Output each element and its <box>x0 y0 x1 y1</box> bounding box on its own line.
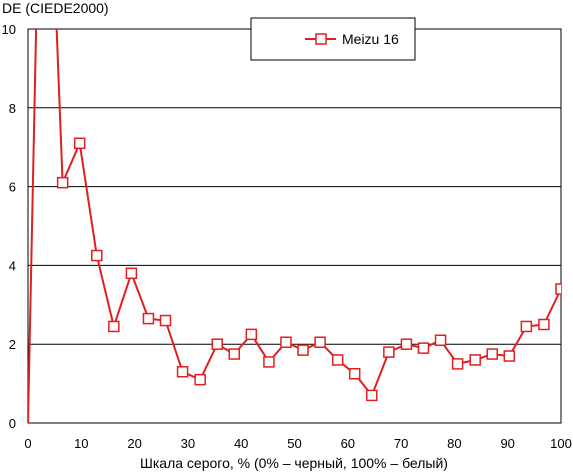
data-point-32 <box>538 318 550 331</box>
data-point-19 <box>314 336 326 348</box>
data-point-33 <box>555 283 561 295</box>
data-point-31 <box>520 320 533 333</box>
data-point-9 <box>142 312 155 325</box>
x-tick-label-9: 90 <box>500 436 514 451</box>
y-axis-ticks: 0 2 4 6 8 10 <box>2 22 16 431</box>
legend-label: Meizu 16 <box>342 31 399 47</box>
grid <box>28 107 561 345</box>
data-point-30 <box>503 350 516 362</box>
data-point-10 <box>159 314 172 327</box>
data-point-24 <box>400 338 413 350</box>
series-layer <box>28 29 561 423</box>
y-axis-label: DE (CIEDE2000) <box>2 0 109 16</box>
series-line-0 <box>28 29 561 423</box>
y-tick-label-4: 8 <box>9 101 16 116</box>
data-point-29 <box>486 348 498 360</box>
x-tick-label-7: 70 <box>394 436 408 451</box>
x-tick-label-8: 80 <box>447 436 461 451</box>
data-point-22 <box>366 389 378 402</box>
x-tick-label-5: 50 <box>287 436 301 451</box>
y-tick-label-5: 10 <box>2 22 16 37</box>
data-point-20 <box>331 354 344 366</box>
x-tick-label-0: 0 <box>24 436 31 451</box>
data-point-23 <box>383 346 395 358</box>
data-point-17 <box>280 336 292 348</box>
data-point-12 <box>194 373 206 386</box>
data-point-6 <box>91 249 103 262</box>
data-point-4 <box>56 176 69 189</box>
data-point-18 <box>297 344 309 356</box>
data-point-13 <box>211 338 223 350</box>
data-point-15 <box>245 328 258 341</box>
x-tick-label-1: 10 <box>74 436 88 451</box>
legend-marker <box>315 33 327 45</box>
plot-frame <box>27 28 562 424</box>
data-point-28 <box>469 354 481 366</box>
y-tick-label-0: 0 <box>9 416 16 431</box>
y-tick-label-3: 6 <box>9 180 16 195</box>
data-point-26 <box>434 334 447 347</box>
x-tick-label-4: 40 <box>234 436 248 451</box>
y-tick-label-1: 2 <box>9 337 16 352</box>
x-axis-ticks: 0 10 20 30 40 50 60 70 80 90 100 <box>24 436 571 451</box>
legend: Meizu 16 <box>250 17 416 61</box>
data-point-8 <box>125 267 138 280</box>
x-tick-label-6: 60 <box>341 436 355 451</box>
data-point-14 <box>228 348 241 360</box>
data-point-11 <box>176 366 189 378</box>
data-point-7 <box>108 320 120 333</box>
data-point-21 <box>348 368 361 380</box>
x-tick-label-2: 20 <box>127 436 141 451</box>
y-tick-label-2: 4 <box>9 258 16 273</box>
x-axis-label: Шкала серого, % (0% – черный, 100% – бел… <box>140 455 448 471</box>
data-point-16 <box>263 356 275 368</box>
x-tick-label-10: 100 <box>550 436 572 451</box>
x-tick-label-3: 30 <box>181 436 195 451</box>
data-point-27 <box>451 358 464 370</box>
data-point-5 <box>73 137 86 150</box>
data-point-25 <box>417 342 430 354</box>
